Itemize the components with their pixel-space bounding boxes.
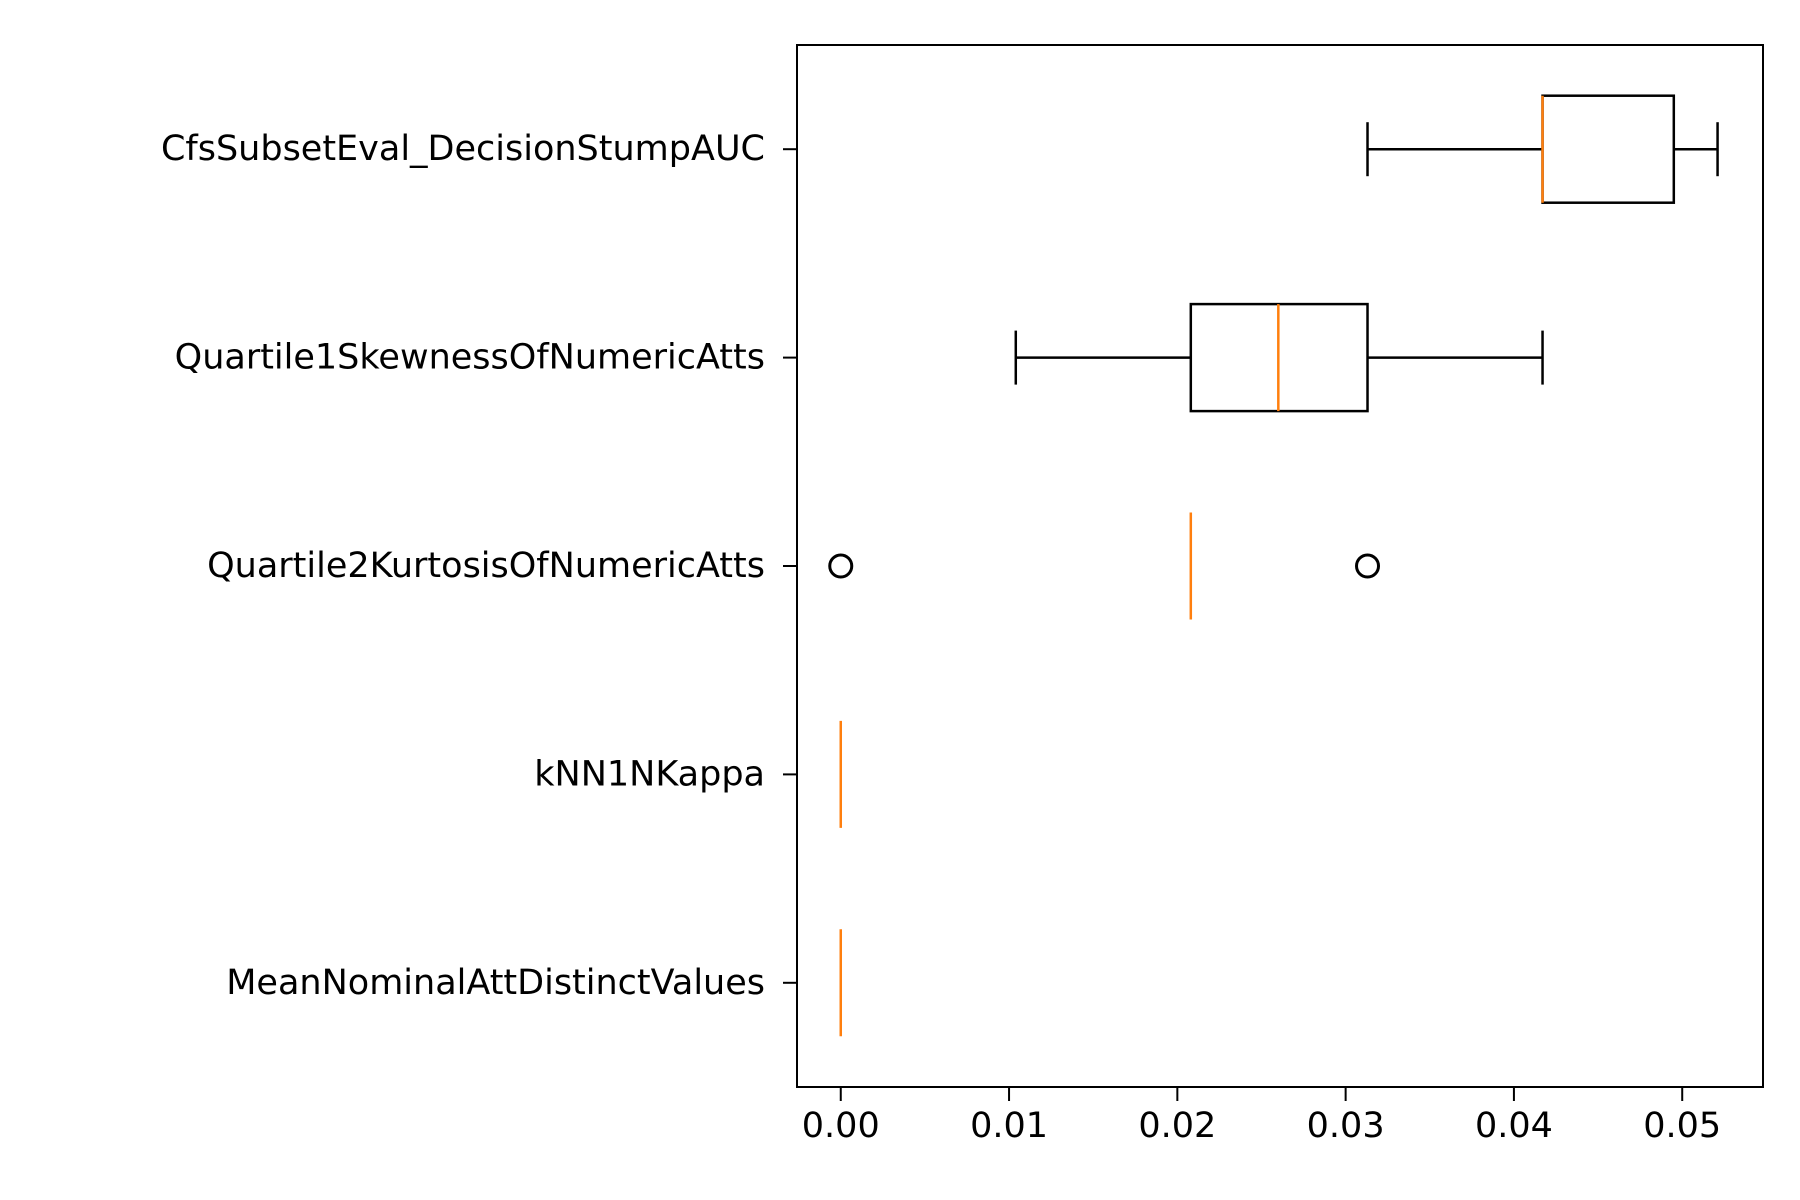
y-tick-label: CfsSubsetEval_DecisionStumpAUC xyxy=(161,129,765,169)
y-tick-label: Quartile1SkewnessOfNumericAtts xyxy=(175,338,765,378)
box-2 xyxy=(828,512,1381,620)
y-axis: CfsSubsetEval_DecisionStumpAUC Quartile1S… xyxy=(161,129,797,1003)
y-tick-label: Quartile2KurtosisOfNumericAtts xyxy=(207,546,765,586)
x-tick-label: 0.04 xyxy=(1475,1106,1553,1146)
x-tick-label: 0.02 xyxy=(1138,1106,1216,1146)
x-tick-label: 0.03 xyxy=(1307,1106,1385,1146)
outlier-point xyxy=(828,553,854,579)
outlier-point xyxy=(1355,553,1381,579)
box-1 xyxy=(1014,302,1544,413)
x-tick-label: 0.05 xyxy=(1643,1106,1721,1146)
plot-frame xyxy=(796,44,1764,1088)
box-0 xyxy=(1366,94,1719,204)
y-tick-label: kNN1NKappa xyxy=(534,754,765,794)
x-tick-label: 0.01 xyxy=(970,1106,1048,1146)
x-axis: 0.00 0.01 0.02 0.03 0.04 0.05 xyxy=(802,1087,1721,1146)
y-tick-label: MeanNominalAttDistinctValues xyxy=(226,963,765,1003)
box-marks xyxy=(828,94,1719,1037)
x-tick-label: 0.00 xyxy=(802,1106,880,1146)
